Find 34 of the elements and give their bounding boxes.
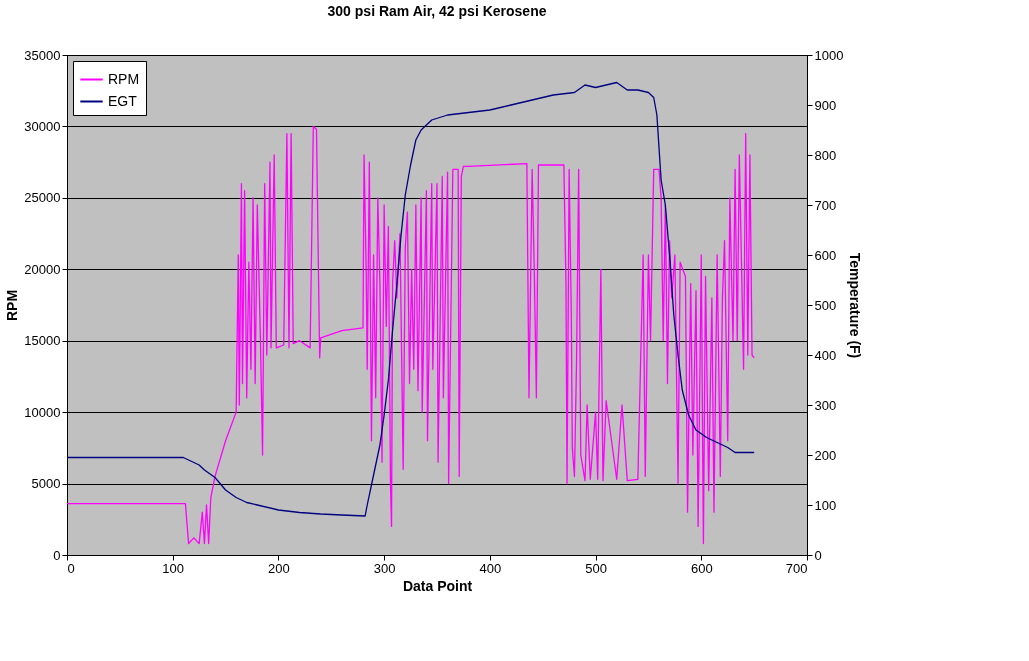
y-tick-label: 10000 [24, 404, 61, 420]
line-series [66, 125, 755, 545]
y2-tick-label: 1000 [814, 47, 844, 63]
y2-tick-label: 0 [814, 547, 822, 563]
y-tick-label: 15000 [24, 333, 61, 349]
y-tick-label: 25000 [24, 190, 61, 206]
y-tick-label: 5000 [31, 476, 61, 492]
legend-label: RPM [108, 70, 140, 87]
y-tick-label: 20000 [24, 261, 61, 277]
y-axis-title: RPM [4, 289, 21, 322]
y2-tick-label: 300 [814, 397, 837, 413]
y2-tick-label: 900 [814, 97, 837, 113]
legend-label: EGT [108, 92, 138, 109]
y-tick-label: 0 [53, 547, 61, 563]
x-tick-label: 100 [162, 560, 185, 576]
x-tick-label: 500 [585, 560, 607, 576]
x-tick-label: 400 [479, 560, 502, 576]
y2-tick-label: 800 [814, 147, 837, 163]
x-axis-title: Data Point [402, 577, 473, 594]
y2-tick-label: 600 [814, 247, 837, 263]
chart-title: 300 psi Ram Air, 42 psi Kerosene [327, 3, 547, 19]
y2-tick-label: 200 [814, 447, 837, 463]
x-tick-label: 300 [373, 560, 396, 576]
y2-tick-label: 700 [814, 197, 837, 213]
y2-axis-title: Temperature (F) [847, 252, 864, 359]
x-tick-label: 200 [268, 560, 290, 576]
x-tick-label: 600 [690, 560, 713, 576]
y-tick-label: 30000 [24, 118, 61, 134]
x-tick-label: 700 [785, 560, 808, 576]
y2-tick-label: 500 [814, 297, 837, 313]
y2-tick-label: 100 [814, 497, 837, 513]
y2-tick-label: 400 [814, 347, 837, 363]
y-tick-label: 35000 [24, 47, 61, 63]
x-tick-label: 0 [67, 560, 75, 576]
